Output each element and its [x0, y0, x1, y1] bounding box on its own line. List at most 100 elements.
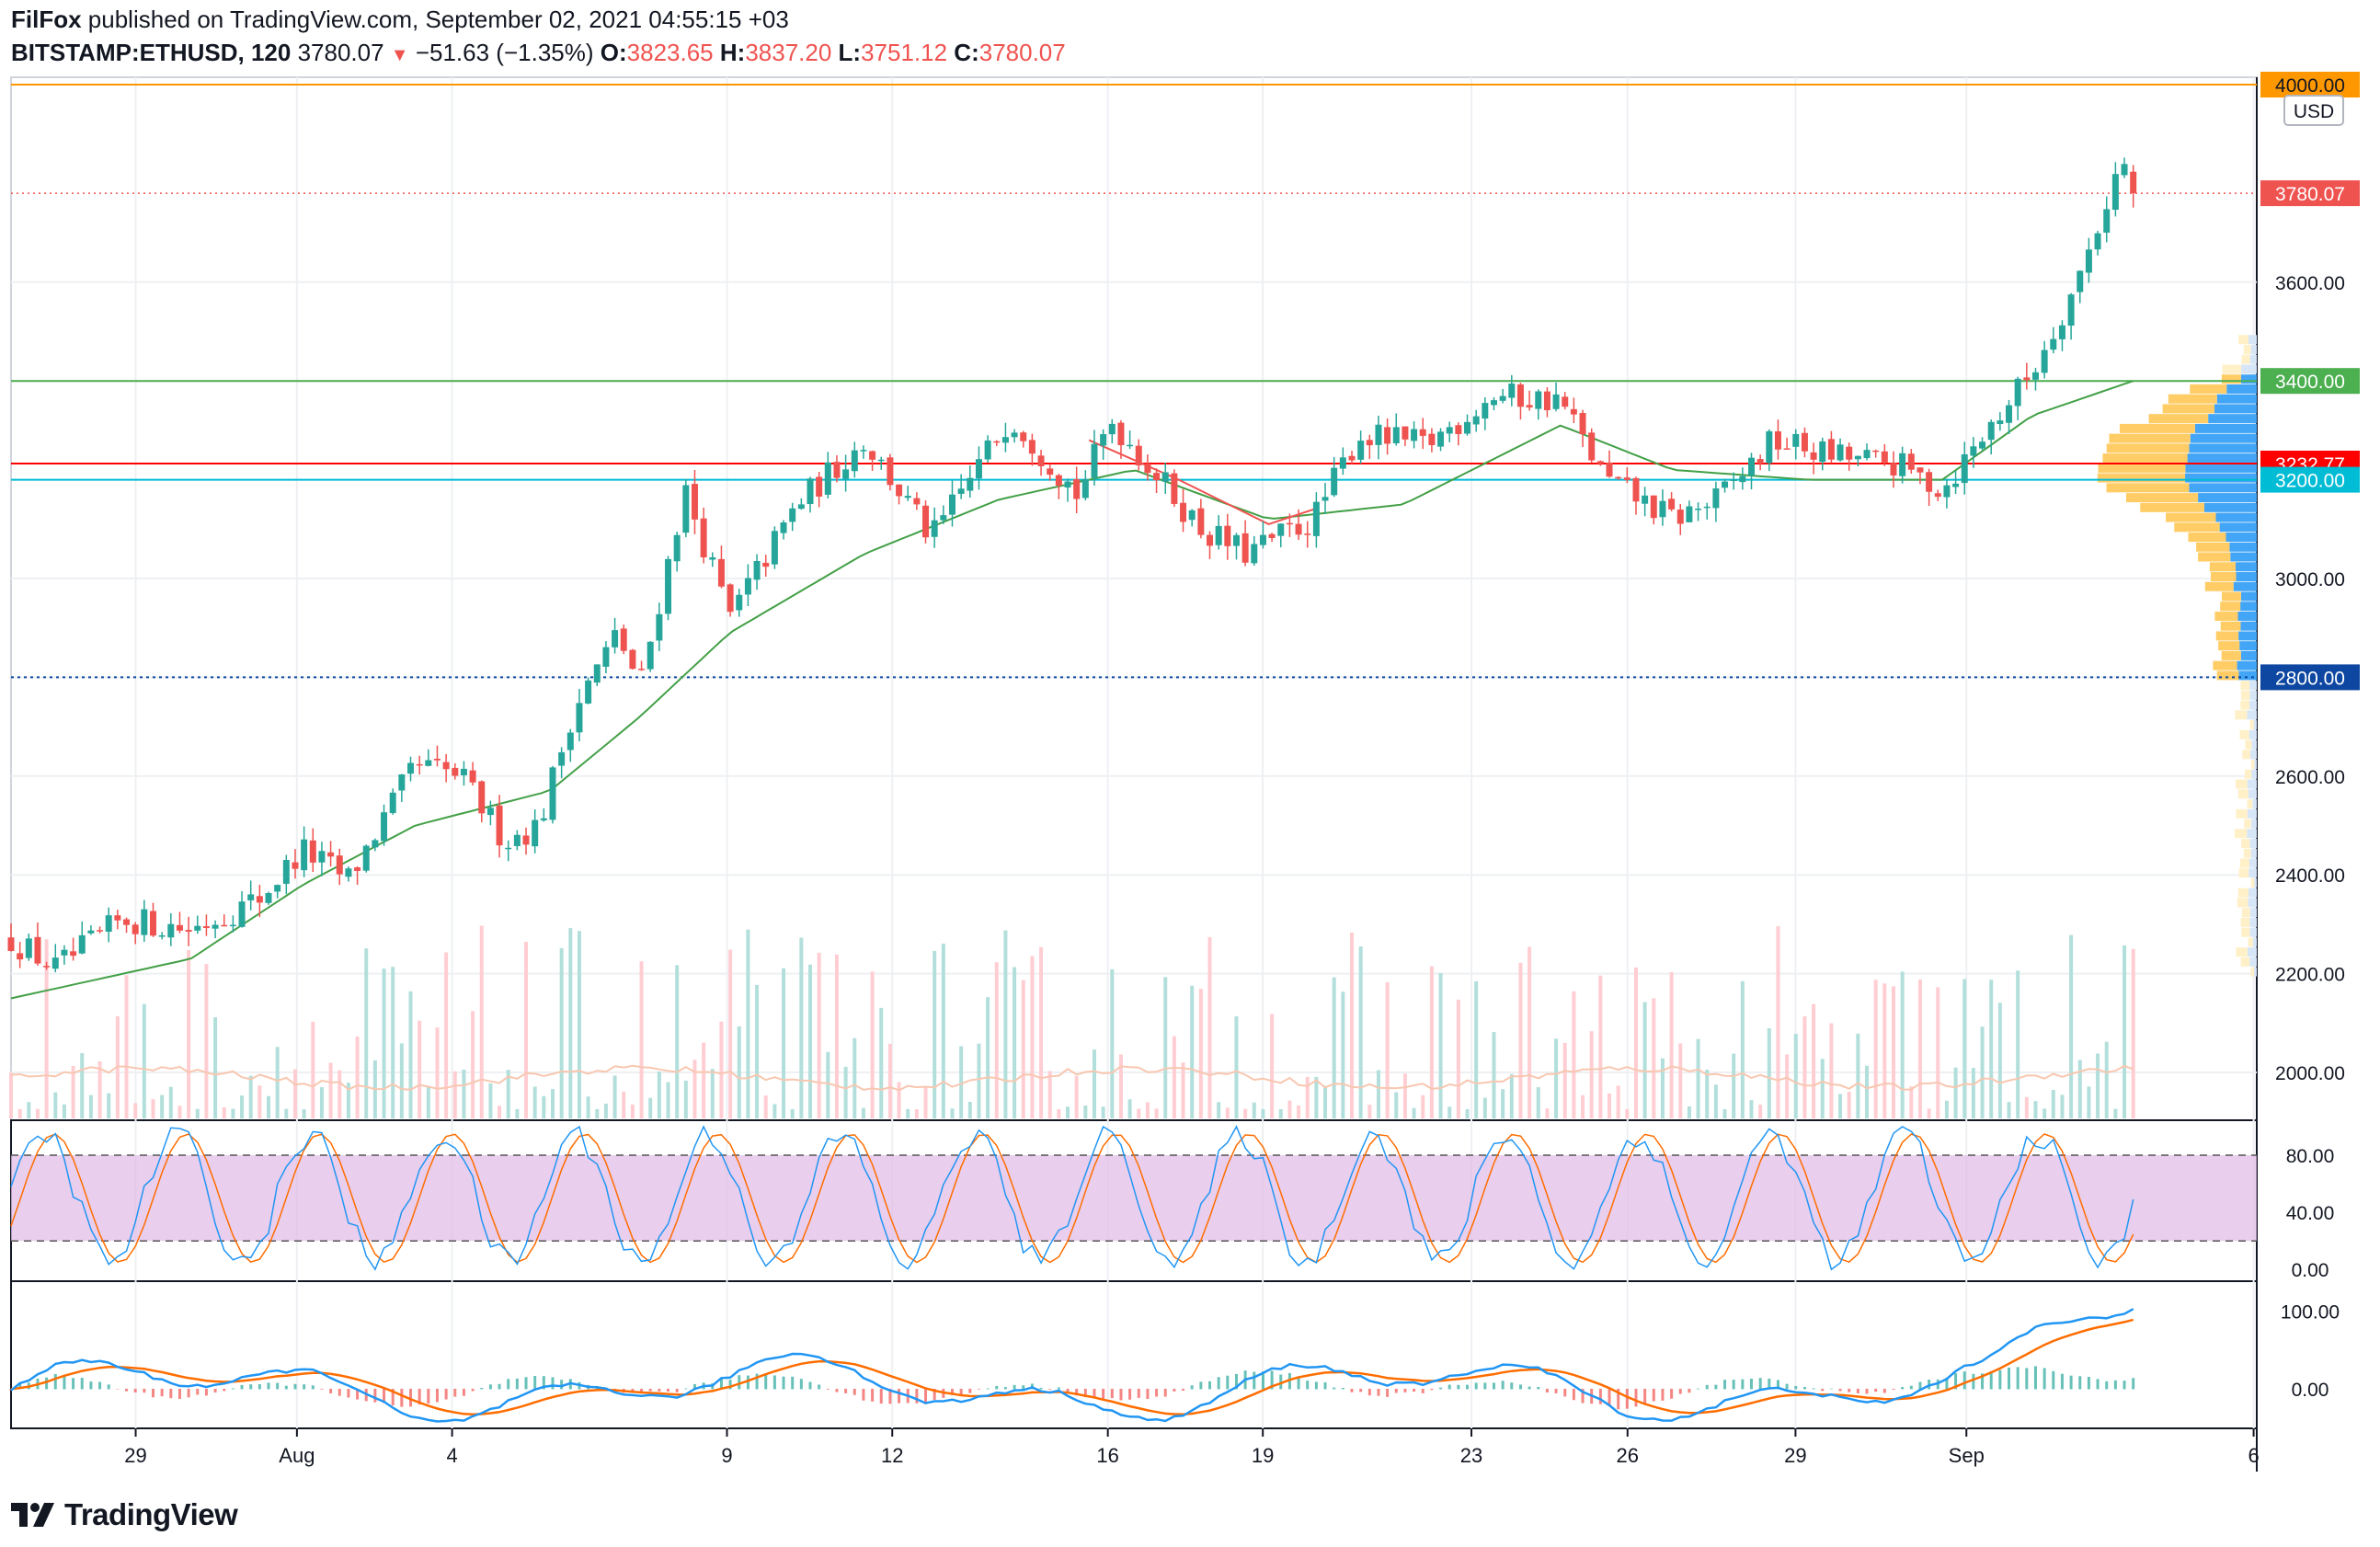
macd-histogram-bar — [267, 1382, 270, 1390]
candle-body — [1552, 394, 1560, 409]
volume-profile-down-bar — [2168, 394, 2217, 404]
volume-profile-down-bar — [2106, 483, 2190, 493]
macd-histogram-bar — [1634, 1388, 1638, 1407]
macd-histogram-bar — [871, 1388, 875, 1402]
volume-profile-down-bar — [2250, 760, 2255, 770]
volume-profile-down-bar — [2106, 443, 2190, 453]
macd-histogram-bar — [1333, 1387, 1336, 1390]
volume-bar — [1482, 1097, 1487, 1118]
volume-bar — [1980, 1026, 1985, 1118]
candle-body — [229, 924, 236, 927]
candle-body — [816, 476, 823, 497]
volume-bar — [595, 1108, 600, 1118]
volume-profile-up-bar — [2247, 808, 2257, 819]
candle-body — [2067, 294, 2075, 327]
macd-histogram-bar — [196, 1388, 200, 1395]
candle-body — [1437, 431, 1445, 447]
level-tag-3400.00: 3400.00 — [2260, 368, 2360, 395]
macd-histogram-bar — [240, 1384, 244, 1390]
volume-bar — [506, 1070, 510, 1118]
candle-body — [2041, 350, 2048, 373]
macd-histogram-bar — [1945, 1377, 1949, 1390]
volume-bar — [267, 1095, 271, 1118]
candle-body — [1331, 467, 1338, 496]
volume-profile-up-bar — [2240, 650, 2257, 660]
rsi-tick-label: 40.00 — [2286, 1203, 2335, 1224]
volume-bar — [1812, 1003, 1816, 1118]
volume-profile-up-bar — [2215, 512, 2257, 522]
candle-body — [1712, 488, 1720, 509]
volume-bar — [1528, 946, 1532, 1118]
macd-histogram-bar — [1856, 1388, 1859, 1394]
volume-profile-down-bar — [2245, 739, 2252, 750]
volume-profile-up-bar — [2247, 947, 2257, 957]
volume-bar — [1297, 1106, 1301, 1118]
last-price: 3780.07 — [297, 39, 384, 66]
macd-histogram-bar — [2096, 1379, 2100, 1390]
volume-bar — [843, 1066, 848, 1118]
price-change: −51.63 (−1.35%) — [415, 39, 594, 66]
candle-body — [452, 767, 459, 776]
macd-histogram-bar — [1705, 1384, 1709, 1390]
macd-histogram-bar — [1182, 1388, 1185, 1391]
volume-bar — [861, 1107, 865, 1118]
volume-bar — [1349, 932, 1354, 1118]
publisher-name[interactable]: FilFox — [11, 6, 82, 33]
candle-body — [1668, 498, 1676, 510]
candle-body — [1562, 396, 1569, 407]
candle-body — [1970, 446, 1977, 456]
price-axis[interactable]: 3600.00 3000.00 2600.00 2400.00 2200.00 2000.… — [2260, 72, 2360, 1401]
time-axis[interactable]: 29 Aug 4 9 12 16 19 23 26 29 Sep 6 — [124, 1428, 2260, 1467]
volume-bar — [1501, 1089, 1505, 1118]
horizontal-levels[interactable] — [11, 84, 2257, 679]
volume-bar — [808, 964, 813, 1118]
volume-profile-up-bar — [2239, 641, 2257, 651]
volume-bar — [1358, 946, 1363, 1118]
time-tick-label: 16 — [1096, 1444, 1118, 1467]
candle-body — [1446, 427, 1453, 434]
currency-button[interactable]: USD — [2283, 95, 2344, 126]
volume-bar — [1633, 967, 1638, 1118]
volume-profile-up-bar — [2248, 789, 2257, 799]
macd-histogram-bar — [1093, 1388, 1096, 1397]
volume-bar — [515, 1108, 520, 1118]
macd-histogram-bar — [862, 1388, 865, 1401]
macd-histogram-bar — [1048, 1388, 1052, 1390]
volume-profile-up-bar — [2208, 414, 2257, 424]
macd-histogram-bar — [1057, 1387, 1060, 1390]
candle-body — [17, 953, 24, 960]
volume-bar — [195, 1108, 200, 1118]
symbol-name[interactable]: BITSTAMP:ETHUSD, 120 — [11, 39, 292, 66]
macd-histogram-bar — [772, 1375, 776, 1390]
macd-histogram-bar — [2069, 1375, 2073, 1390]
macd-histogram-bar — [1226, 1375, 1230, 1390]
candle-body — [301, 839, 308, 871]
candle-body — [993, 441, 1001, 443]
volume-bar — [763, 1095, 768, 1118]
volume-profile-up-bar — [2189, 443, 2257, 453]
macd-histogram-bar — [356, 1388, 360, 1400]
volume-bar — [1074, 1075, 1079, 1118]
macd-histogram-bar — [1909, 1385, 1913, 1390]
volume-profile-down-bar — [2239, 858, 2249, 868]
volume-bar — [772, 1104, 777, 1118]
volume-bar — [897, 1082, 901, 1118]
volume-bar — [319, 1087, 324, 1118]
candle-body — [1722, 481, 1729, 488]
candle-body — [1428, 433, 1436, 445]
volume-bar — [923, 1086, 928, 1118]
macd-histogram-bar — [1110, 1388, 1114, 1399]
macd-histogram-bar — [898, 1388, 901, 1404]
volume-bar — [364, 948, 369, 1118]
candle-body — [585, 680, 592, 704]
time-tick-label: 9 — [721, 1444, 732, 1467]
footer-brand[interactable]: TradingView — [11, 1492, 238, 1538]
volume-profile-up-bar — [2226, 384, 2257, 394]
candle-body — [629, 649, 636, 670]
macd-histogram-bar — [391, 1388, 395, 1406]
candle-body — [2050, 338, 2057, 350]
macd-histogram-bar — [1323, 1381, 1327, 1390]
candle-body — [1907, 453, 1915, 470]
volume-bar — [1198, 989, 1203, 1118]
